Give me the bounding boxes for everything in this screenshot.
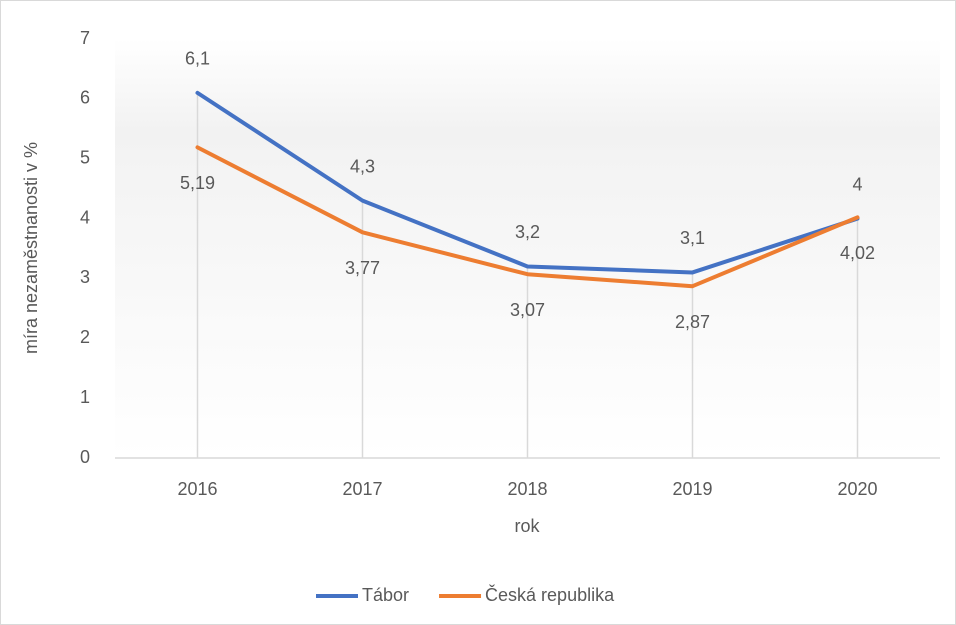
data-label: 4,02	[840, 243, 875, 263]
legend-label: Tábor	[362, 585, 409, 605]
y-axis-title: míra nezaměstnanosti v %	[21, 142, 41, 354]
x-tick-label: 2016	[177, 479, 217, 499]
data-label: 5,19	[180, 173, 215, 193]
x-tick-label: 2017	[342, 479, 382, 499]
y-tick-label: 5	[80, 147, 90, 167]
y-tick-label: 1	[80, 387, 90, 407]
data-label: 3,77	[345, 258, 380, 278]
data-label: 6,1	[185, 49, 210, 69]
y-tick-label: 7	[80, 28, 90, 48]
y-tick-label: 0	[80, 447, 90, 467]
y-tick-label: 3	[80, 267, 90, 287]
x-tick-label: 2020	[837, 479, 877, 499]
y-tick-label: 2	[80, 327, 90, 347]
y-tick-label: 4	[80, 207, 90, 227]
data-label: 4,3	[350, 156, 375, 176]
series-line	[195, 90, 860, 275]
data-label: 4	[852, 174, 862, 194]
series-line	[195, 145, 860, 289]
data-label: 2,87	[675, 312, 710, 332]
x-tick-label: 2018	[507, 479, 547, 499]
data-label: 3,1	[680, 228, 705, 248]
x-axis-title: rok	[514, 516, 540, 536]
legend-label: Česká republika	[485, 584, 615, 605]
x-tick-label: 2019	[672, 479, 712, 499]
data-label: 3,07	[510, 300, 545, 320]
data-label: 3,2	[515, 222, 540, 242]
y-tick-label: 6	[80, 88, 90, 108]
